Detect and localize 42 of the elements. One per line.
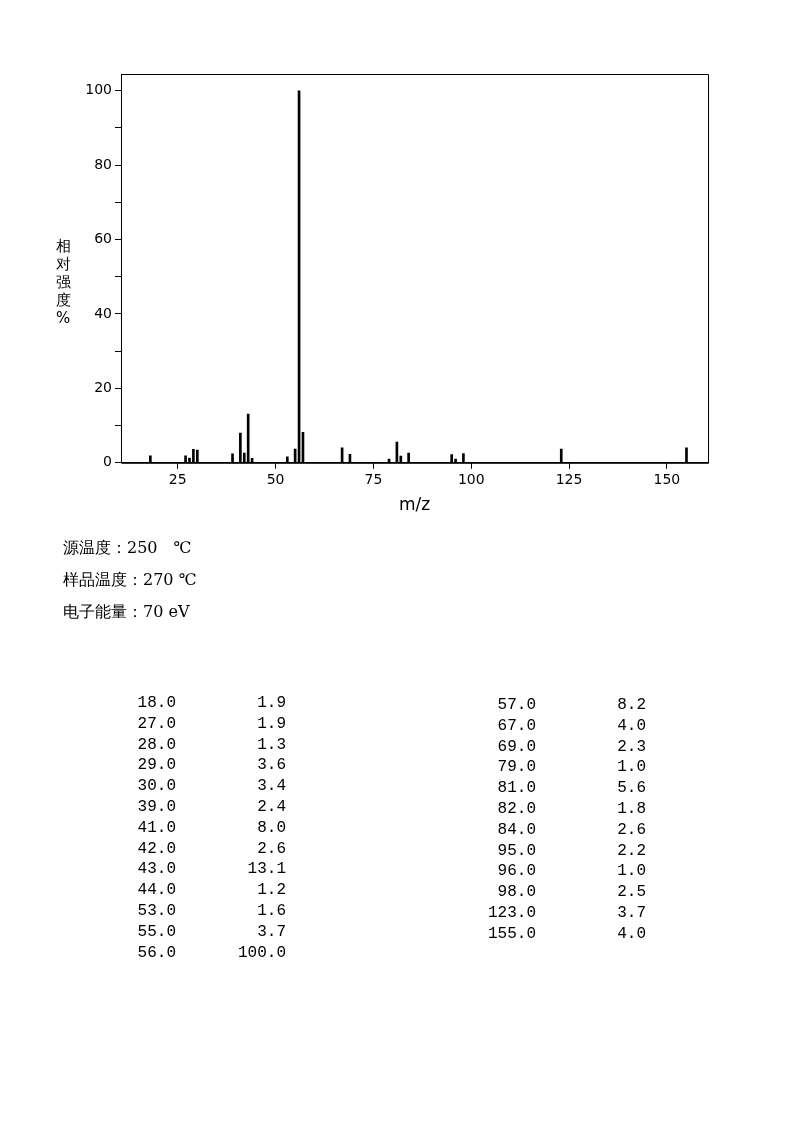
text: 79.0 1.0 — [497, 758, 646, 777]
text: 18.0 1.9 — [137, 694, 286, 712]
y-axis-title: 相对强度% — [55, 237, 71, 328]
y-tick-label: 80 — [94, 155, 112, 172]
text: 28.0 1.3 — [137, 735, 286, 754]
text: 67.0 4.0 — [497, 716, 646, 735]
text: 39.0 2.4 — [137, 797, 286, 816]
text: 30.0 3.4 — [137, 777, 286, 796]
text: 81.0 5.6 — [497, 779, 646, 798]
y-tick-label: 100 — [85, 81, 112, 98]
text: 29.0 3.6 — [137, 756, 286, 775]
text: 27.0 1.9 — [137, 714, 286, 733]
text: 样品温度：270 ℃ — [63, 570, 197, 591]
text: 44.0 1.2 — [137, 881, 286, 900]
text: 56.0 100.0 — [137, 943, 286, 962]
text: 82.0 1.8 — [497, 799, 646, 818]
y-tick-label: 60 — [94, 230, 112, 247]
text: 57.0 8.2 — [497, 696, 646, 714]
x-tick-label: 25 — [168, 470, 187, 487]
text: 155.0 4.0 — [487, 924, 646, 943]
text: 41.0 8.0 — [137, 818, 286, 837]
text: 84.0 2.6 — [497, 820, 646, 839]
text: 43.0 13.1 — [137, 860, 286, 879]
y-tick-label: 20 — [94, 379, 112, 396]
x-tick-label: 150 — [653, 470, 681, 487]
text: 53.0 1.6 — [137, 901, 286, 920]
text: 电子能量：70 eV — [63, 602, 191, 623]
x-tick-label: 75 — [364, 470, 383, 487]
x-axis-title: m/z — [398, 494, 431, 515]
text: 123.0 3.7 — [487, 903, 646, 922]
text: 55.0 3.7 — [137, 922, 286, 941]
x-tick-label: 50 — [266, 470, 285, 487]
text: 98.0 2.5 — [497, 883, 646, 902]
text: 源温度：250 ℃ — [63, 538, 193, 559]
text: 42.0 2.6 — [137, 839, 286, 858]
x-tick-label: 125 — [555, 470, 583, 487]
y-tick-label: 0 — [103, 453, 112, 470]
y-tick-label: 40 — [94, 304, 112, 321]
text: 96.0 1.0 — [497, 862, 646, 881]
x-tick-label: 100 — [457, 470, 485, 487]
text: 69.0 2.3 — [497, 737, 646, 756]
text: 95.0 2.2 — [497, 841, 646, 860]
